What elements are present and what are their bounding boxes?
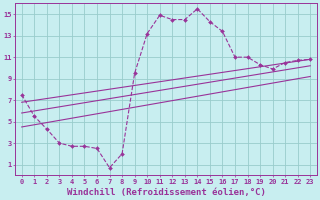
X-axis label: Windchill (Refroidissement éolien,°C): Windchill (Refroidissement éolien,°C) bbox=[67, 188, 265, 197]
